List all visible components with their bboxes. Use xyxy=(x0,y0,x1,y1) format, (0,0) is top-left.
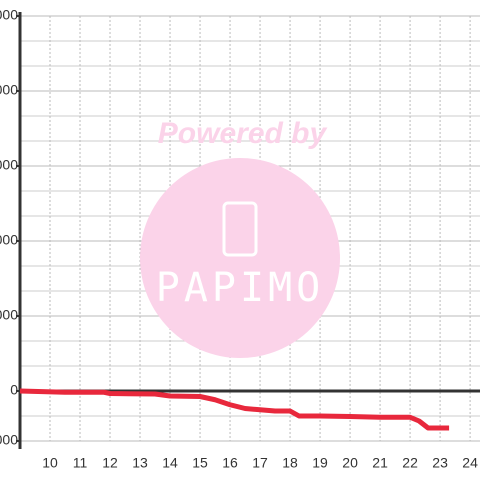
x-tick-label: 16 xyxy=(222,455,238,471)
x-tick-label: 17 xyxy=(252,455,268,471)
y-tick-label: 120,000 xyxy=(0,82,18,98)
y-tick-label: 150,000 xyxy=(0,7,18,23)
watermark-text: Powered by xyxy=(158,117,328,150)
watermark-circle xyxy=(140,158,340,358)
x-tick-label: 20 xyxy=(342,455,358,471)
y-tick-label: -20,000 xyxy=(0,432,18,448)
line-series xyxy=(19,388,450,431)
x-tick-label: 15 xyxy=(192,455,208,471)
x-tick-label: 12 xyxy=(102,455,118,471)
y-tick-label: 90,000 xyxy=(0,157,18,173)
x-tick-label: 23 xyxy=(432,455,448,471)
watermark: Powered by PAPIMO xyxy=(140,117,340,358)
y-tick-label: 60,000 xyxy=(0,232,18,248)
x-tick-label: 19 xyxy=(312,455,328,471)
watermark-phone xyxy=(222,201,258,257)
y-tick-label: 0 xyxy=(10,382,18,398)
watermark-logo: PAPIMO xyxy=(156,265,325,311)
x-tick-label: 13 xyxy=(132,455,148,471)
x-tick-label: 10 xyxy=(42,455,58,471)
x-tick-label: 18 xyxy=(282,455,298,471)
y-tick-label: 30,000 xyxy=(0,307,18,323)
x-tick-label: 11 xyxy=(73,455,88,471)
x-tick-label: 22 xyxy=(402,455,418,471)
x-tick-label: 14 xyxy=(162,455,178,471)
x-tick-label: 21 xyxy=(372,455,388,471)
x-tick-label: 24 xyxy=(462,455,478,471)
